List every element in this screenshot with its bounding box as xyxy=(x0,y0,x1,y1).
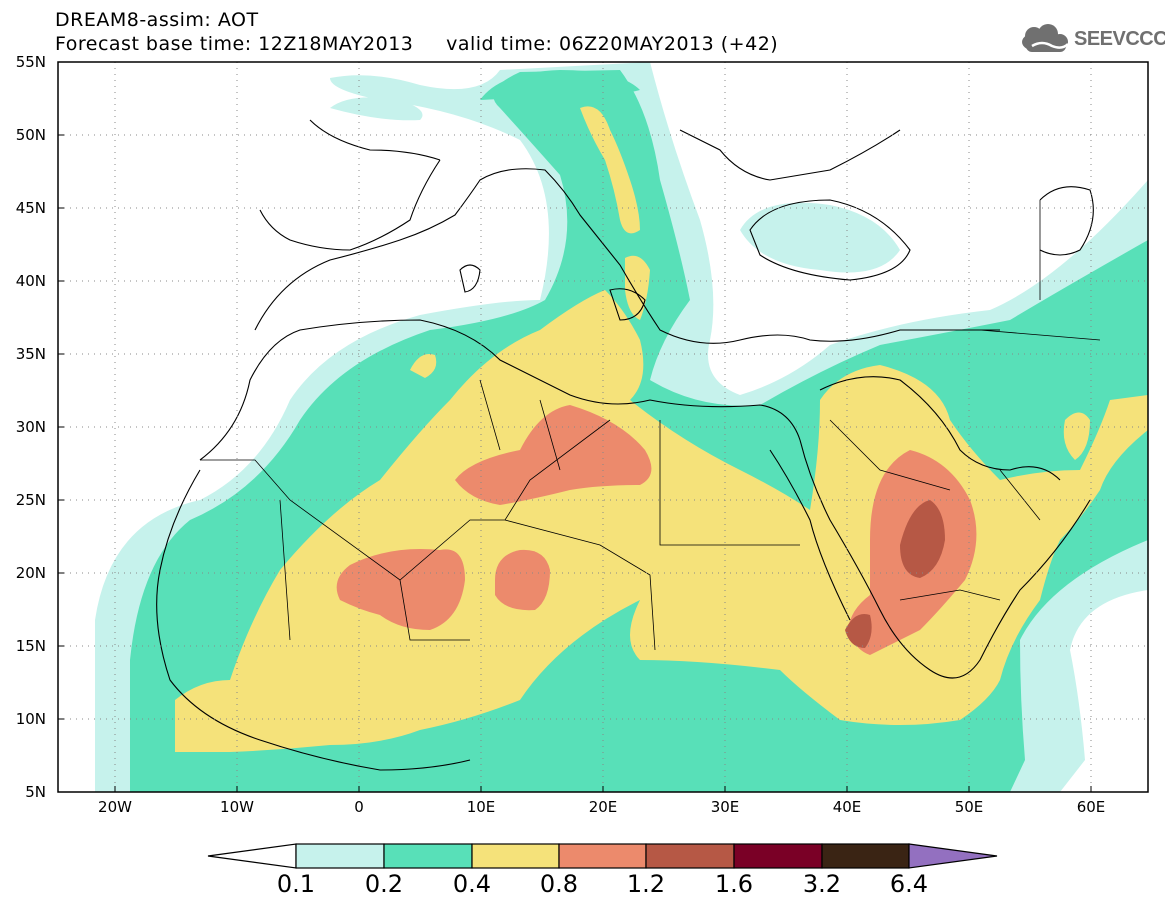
seevccc-logo xyxy=(1022,24,1069,52)
aot-contour-0.4-morocco xyxy=(410,354,437,378)
aot-contour-0.4-balkan xyxy=(580,106,640,234)
chart-title: DREAM8-assim: AOT xyxy=(55,9,259,31)
lat-label: 45N xyxy=(15,199,46,217)
aot-contour-0.8-libya xyxy=(455,405,652,505)
axis-ticks xyxy=(58,61,1092,793)
lat-label: 10N xyxy=(15,710,46,728)
lon-label: 30E xyxy=(710,798,740,816)
lat-label: 20N xyxy=(15,564,46,582)
logo-text: SEEVCCC xyxy=(1074,28,1165,50)
aot-contour-0.1-blacksea xyxy=(740,202,900,273)
coastline-layer xyxy=(156,119,1094,771)
colorbar-label: 0.2 xyxy=(364,870,404,898)
colorbar-label: 1.2 xyxy=(626,870,666,898)
colorbar-label: 0.1 xyxy=(276,870,316,898)
lat-label: 30N xyxy=(15,418,46,436)
lon-label: 10W xyxy=(220,798,254,816)
lon-label: 10E xyxy=(466,798,496,816)
lat-label: 35N xyxy=(15,345,46,363)
colorbar-label: 3.2 xyxy=(802,870,842,898)
lon-label: 0 xyxy=(354,798,364,816)
lat-label: 25N xyxy=(15,491,46,509)
lon-label: 60E xyxy=(1076,798,1106,816)
aot-contour-0.4-gulf xyxy=(1063,412,1090,460)
aot-contour-0.1-channel xyxy=(330,97,423,121)
aot-contour-1.2-arabia xyxy=(900,500,945,578)
aot-contour-0.2-north xyxy=(480,70,640,100)
lon-label: 20E xyxy=(588,798,618,816)
colorbar-label: 6.4 xyxy=(889,870,929,898)
lon-label: 50E xyxy=(954,798,984,816)
aot-contour-0.8-mali xyxy=(336,549,465,630)
lat-label: 40N xyxy=(15,272,46,290)
colorbar-label: 0.8 xyxy=(539,870,579,898)
border-layer xyxy=(200,200,1101,651)
lat-label: 50N xyxy=(15,126,46,144)
lat-label: 5N xyxy=(25,783,46,801)
colorbar-label: 1.6 xyxy=(714,870,754,898)
colorbar-label: 0.4 xyxy=(452,870,492,898)
forecast-time-subtitle: Forecast base time: 12Z18MAY2013 valid t… xyxy=(55,33,779,55)
cloud-icon xyxy=(1022,24,1069,52)
lat-label: 55N xyxy=(15,53,46,71)
aot-contour-1.2-eritrea xyxy=(845,614,872,648)
lon-label: 40E xyxy=(832,798,862,816)
aot-contour-0.8-niger xyxy=(495,549,550,611)
lon-label: 20W xyxy=(98,798,132,816)
lat-label: 15N xyxy=(15,637,46,655)
